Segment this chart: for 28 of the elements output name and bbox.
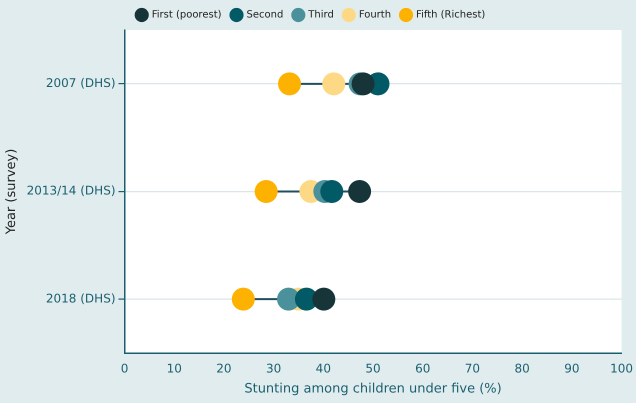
x-tick-label: 80: [514, 361, 530, 376]
x-tick-label: 30: [266, 361, 282, 376]
legend-label: Fifth (Richest): [416, 10, 486, 21]
x-tick-label: 0: [120, 361, 128, 376]
y-axis-title: Year (survey): [4, 148, 20, 236]
x-tick-label: 10: [166, 361, 182, 376]
point: [232, 288, 255, 311]
x-axis-title: Stunting among children under five (%): [244, 382, 502, 397]
point: [322, 72, 346, 96]
x-tick-label: 50: [365, 361, 381, 376]
legend-label: Fourth: [358, 10, 392, 21]
point: [312, 288, 336, 311]
legend-label: Third: [307, 10, 334, 21]
y-tick-label: 2007 (DHS): [46, 76, 116, 90]
point: [320, 180, 344, 203]
x-tick-label: 20: [216, 361, 232, 376]
legend-label: Second: [246, 10, 284, 21]
x-tick-label: 90: [564, 361, 580, 376]
x-tick-label: 40: [316, 361, 331, 376]
x-tick-label: 70: [464, 361, 480, 376]
legend-label: First (poorest): [152, 10, 222, 21]
point: [254, 180, 278, 203]
y-tick-label: 2018 (DHS): [46, 291, 116, 306]
x-tick-label: 60: [415, 361, 430, 376]
y-tick-label: 2013/14 (DHS): [26, 184, 116, 198]
x-tick-label: 100: [610, 361, 633, 376]
point: [348, 180, 372, 203]
point: [278, 72, 302, 96]
